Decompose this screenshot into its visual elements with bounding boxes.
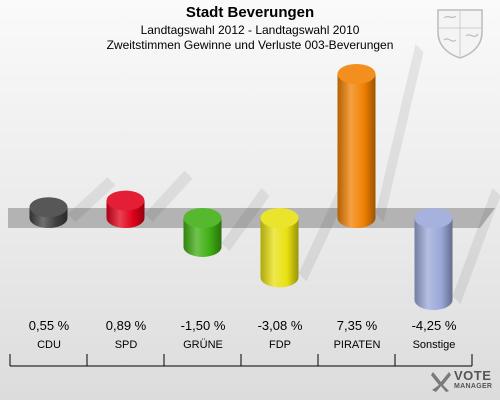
value-label: 7,35 % [336, 318, 378, 333]
bar-shadow [452, 188, 500, 304]
bar-cdu [29, 197, 68, 229]
value-label: -1,50 % [180, 318, 226, 333]
votemanager-logo: VOTE MANAGER [430, 366, 496, 396]
bar-cap [260, 208, 299, 228]
bar-spd [106, 190, 145, 229]
category-label: PIRATEN [333, 339, 381, 351]
bar-shadow [375, 44, 424, 222]
bar-cap [29, 197, 68, 218]
value-label: 0,89 % [105, 318, 147, 333]
bar-grüne [183, 208, 222, 257]
value-label: -3,08 % [257, 318, 303, 333]
bar-cap [183, 208, 222, 228]
category-label: GRÜNE [183, 339, 223, 351]
category-label: SPD [114, 339, 138, 351]
value-label: 0,55 % [28, 318, 70, 333]
bar-shadow [67, 177, 116, 222]
chart-title: Stadt Beverungen [185, 4, 315, 21]
category-label: Sonstige [412, 339, 456, 351]
category-label: FDP [269, 339, 291, 351]
bar-sonstige [414, 208, 453, 310]
bar-fdp [260, 208, 299, 288]
bar-cap [106, 190, 145, 211]
checkmark-x-icon [431, 372, 451, 392]
coat-of-arms-icon [437, 9, 483, 59]
category-label: CDU [37, 339, 61, 351]
bar-shadow [221, 188, 270, 251]
bar-shadow [298, 188, 347, 282]
bar-cap [414, 208, 453, 228]
bar-shadow [144, 170, 193, 222]
chart-subtitle: Landtagswahl 2012 - Landtagswahl 2010 [140, 23, 360, 37]
bar-body [337, 74, 376, 229]
brand-line2: MANAGER [454, 383, 493, 390]
bar-cap [337, 64, 376, 84]
bar-body [183, 218, 222, 257]
chart-subtitle-2: Zweitstimmen Gewinne und Verluste 003-Be… [106, 38, 394, 52]
bar-body [414, 218, 453, 310]
brand-line1: VOTE [454, 368, 492, 383]
bar-piraten [337, 64, 376, 229]
bar-body [260, 218, 299, 288]
value-label: -4,25 % [411, 318, 457, 333]
